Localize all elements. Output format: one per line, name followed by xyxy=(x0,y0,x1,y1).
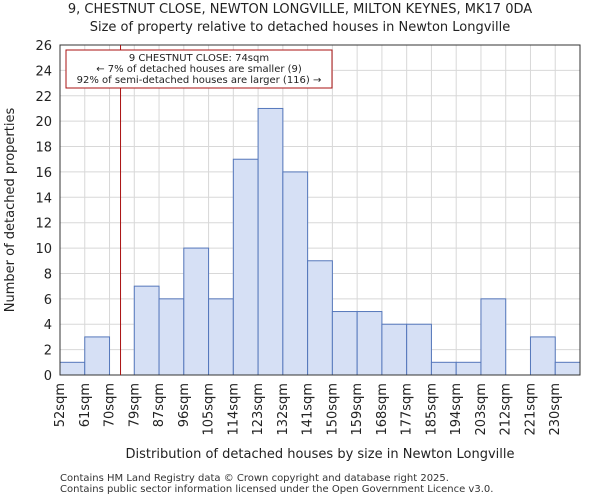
x-tick-label: 150sqm xyxy=(325,383,340,436)
x-tick-label: 221sqm xyxy=(523,383,538,436)
footer-copyright: Contains HM Land Registry data © Crown c… xyxy=(60,473,449,484)
x-tick-label: 159sqm xyxy=(350,383,365,436)
histogram-bar xyxy=(183,247,210,376)
histogram-bar xyxy=(356,311,383,376)
y-tick-label: 2 xyxy=(44,344,52,359)
x-tick-label: 70sqm xyxy=(103,383,118,427)
x-tick-label: 61sqm xyxy=(78,383,93,427)
x-tick-label: 212sqm xyxy=(499,383,514,436)
histogram-bar xyxy=(133,285,160,376)
y-tick-label: 0 xyxy=(44,369,52,384)
histogram-bar xyxy=(59,361,86,376)
y-tick-label: 6 xyxy=(44,293,52,308)
histogram-bar xyxy=(208,298,234,376)
histogram-bar xyxy=(331,311,358,376)
histogram-bar xyxy=(282,171,309,376)
y-tick-label: 14 xyxy=(35,191,52,206)
x-tick-label: 168sqm xyxy=(375,383,390,436)
x-tick-label: 203sqm xyxy=(474,383,489,436)
plot-frame xyxy=(59,44,581,376)
histogram-bar xyxy=(554,361,581,376)
x-tick-label: 52sqm xyxy=(53,383,68,427)
x-tick-label: 105sqm xyxy=(202,383,217,436)
annotation-line: 92% of semi-detached houses are larger (… xyxy=(77,75,322,86)
histogram-bar xyxy=(158,298,185,376)
x-tick-label: 230sqm xyxy=(548,383,563,436)
histogram-bar xyxy=(84,336,111,376)
histogram-bar xyxy=(257,107,284,376)
y-tick-label: 20 xyxy=(35,115,52,130)
y-axis-label: Number of detached properties xyxy=(3,108,18,313)
y-tick-label: 26 xyxy=(35,39,52,54)
histogram-bar xyxy=(232,158,259,376)
annotation-box xyxy=(65,49,333,89)
y-tick-label: 24 xyxy=(35,64,52,79)
x-tick-label: 123sqm xyxy=(251,383,266,436)
x-tick-label: 79sqm xyxy=(127,383,142,427)
x-tick-label: 87sqm xyxy=(152,383,167,427)
histogram-bar xyxy=(406,323,432,376)
histogram-bar xyxy=(381,323,408,376)
y-tick-label: 4 xyxy=(44,318,52,333)
y-tick-label: 16 xyxy=(35,166,52,181)
histogram-bar xyxy=(455,361,482,376)
histogram-bar xyxy=(529,336,556,376)
y-tick-label: 22 xyxy=(35,90,52,105)
histogram-bar xyxy=(480,298,507,376)
histogram-bar xyxy=(307,260,333,376)
y-tick-label: 18 xyxy=(35,141,52,156)
annotation-line: 9 CHESTNUT CLOSE: 74sqm xyxy=(129,53,269,64)
x-tick-label: 185sqm xyxy=(424,383,439,436)
y-tick-label: 10 xyxy=(35,242,52,257)
x-tick-label: 114sqm xyxy=(226,383,241,436)
chart-subtitle: Size of property relative to detached ho… xyxy=(89,20,511,35)
x-tick-label: 132sqm xyxy=(276,383,291,436)
histogram-bar xyxy=(430,361,457,376)
footer-licence: Contains public sector information licen… xyxy=(60,484,494,495)
x-tick-label: 177sqm xyxy=(400,383,415,436)
y-tick-label: 8 xyxy=(44,267,52,282)
annotation-line: ← 7% of detached houses are smaller (9) xyxy=(96,64,302,75)
x-axis-label: Distribution of detached houses by size … xyxy=(126,447,515,462)
x-tick-label: 194sqm xyxy=(449,383,464,436)
x-tick-label: 141sqm xyxy=(301,383,316,436)
chart-title: 9, CHESTNUT CLOSE, NEWTON LONGVILLE, MIL… xyxy=(67,2,533,17)
x-tick-label: 96sqm xyxy=(177,383,192,427)
y-tick-label: 12 xyxy=(35,217,52,232)
